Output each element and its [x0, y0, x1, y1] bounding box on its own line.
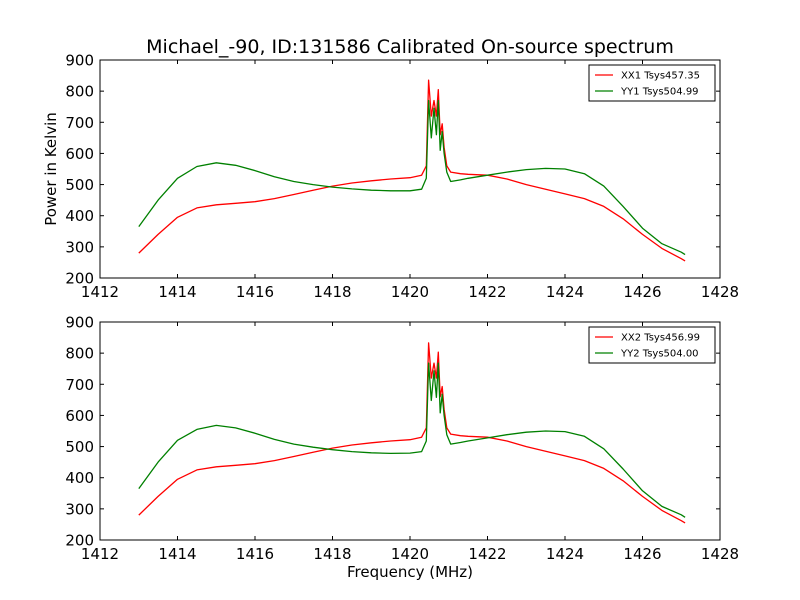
x-tick-label: 1418: [313, 283, 351, 301]
subplot-1: 1412 1414 1416 1418 1420 1422 1424 1426 1428 200 3…: [42, 52, 739, 302]
x-tick-label: 1424: [546, 283, 584, 301]
y-axis-label: Power in Kelvin: [42, 112, 60, 226]
x-axis-label: Frequency (MHz): [347, 563, 473, 581]
y-tick-label: 700: [65, 114, 94, 132]
legend-box: [588, 326, 716, 364]
legend-entry-label: XX1 Tsys457.35: [621, 71, 700, 82]
y-tick-label: 500: [65, 438, 94, 456]
x-tick-label: 1422: [468, 283, 506, 301]
y-tick-label: 500: [65, 176, 94, 194]
legend-entry-label: YY2 Tsys504.00: [620, 349, 699, 360]
x-tick-label: 1428: [701, 283, 739, 301]
series-line-xx-2: [138, 342, 686, 524]
x-tick-label: 1414: [158, 545, 196, 563]
y-tick-label: 800: [65, 83, 94, 101]
legend-2: XX2 Tsys456.99 YY2 Tsys504.00: [588, 326, 716, 364]
x-tick-label: 1416: [236, 545, 274, 563]
y-tick-label: 200: [65, 532, 94, 550]
y-tick-label: 600: [65, 407, 94, 425]
series-line-xx-1: [138, 79, 686, 262]
x-tick-label: 1422: [468, 545, 506, 563]
series-line-yy-1: [138, 99, 686, 256]
y-tick-label: 900: [65, 314, 94, 332]
chart-title: Michael_-90, ID:131586 Calibrated On-sou…: [146, 36, 674, 58]
subplot-2: 1412 1414 1416 1418 1420 1422 1424 1426 1428 200 3…: [65, 314, 739, 582]
x-tick-label: 1412: [81, 283, 119, 301]
x-tick-label: 1420: [391, 545, 429, 563]
x-tick-label: 1424: [546, 545, 584, 563]
y-tick-label: 700: [65, 376, 94, 394]
x-tick-label: 1412: [81, 545, 119, 563]
y-tick-label: 400: [65, 207, 94, 225]
x-tick-label: 1414: [158, 283, 196, 301]
y-tick-label: 300: [65, 238, 94, 256]
x-tick-label: 1428: [701, 545, 739, 563]
legend-entry-label: YY1 Tsys504.99: [620, 87, 699, 98]
y-tick-label: 800: [65, 345, 94, 363]
legend-box: [588, 64, 716, 102]
y-tick-label: 300: [65, 500, 94, 518]
legend-entry-label: XX2 Tsys456.99: [621, 333, 700, 344]
x-tick-label: 1420: [391, 283, 429, 301]
x-tick-label: 1418: [313, 545, 351, 563]
y-tick-label: 600: [65, 145, 94, 163]
series-line-yy-2: [138, 362, 686, 518]
x-tick-label: 1426: [623, 545, 661, 563]
subplots: 1412 1414 1416 1418 1420 1422 1424 1426 1428 200 3…: [42, 52, 739, 582]
y-tick-label: 900: [65, 52, 94, 70]
y-tick-label: 200: [65, 270, 94, 288]
legend-1: XX1 Tsys457.35 YY1 Tsys504.99: [588, 64, 716, 102]
y-tick-label: 400: [65, 469, 94, 487]
x-tick-label: 1416: [236, 283, 274, 301]
x-tick-label: 1426: [623, 283, 661, 301]
